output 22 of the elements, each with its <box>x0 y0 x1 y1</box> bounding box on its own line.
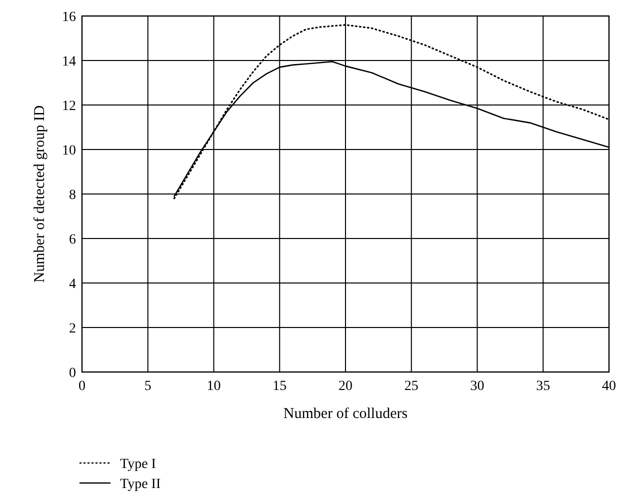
x-tick-label: 25 <box>404 379 418 394</box>
y-tick-label: 10 <box>62 144 76 158</box>
y-axis-title: Number of detected group ID <box>32 105 48 283</box>
y-tick-label: 4 <box>69 277 76 292</box>
y-tick-label: 0 <box>69 366 76 381</box>
x-tick-label: 35 <box>536 379 550 394</box>
legend-label: Type I <box>120 457 156 472</box>
x-tick-label: 0 <box>78 379 86 394</box>
x-tick-label: 20 <box>338 379 352 394</box>
x-tick-label: 15 <box>272 379 287 394</box>
y-tick-label: 2 <box>69 322 76 336</box>
x-axis-title: Number of colluders <box>283 406 408 422</box>
y-tick-label: 6 <box>69 232 76 248</box>
x-tick-label: 10 <box>206 379 221 394</box>
y-tick-label: 8 <box>69 188 76 203</box>
x-tick-label: 40 <box>602 379 616 394</box>
y-tick-label: 14 <box>62 54 76 70</box>
x-tick-label: 30 <box>470 379 484 394</box>
y-tick-label: 16 <box>62 10 76 25</box>
x-tick-label: 5 <box>144 379 152 394</box>
legend-label: Type II <box>120 477 161 492</box>
y-tick-label: 12 <box>62 99 76 114</box>
